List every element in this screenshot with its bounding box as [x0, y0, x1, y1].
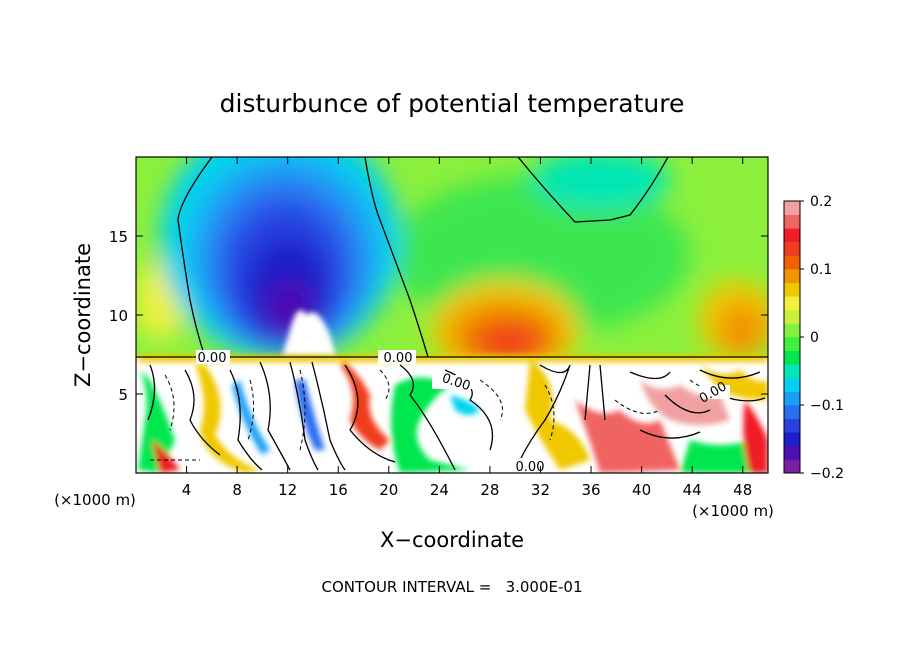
plot-field [136, 157, 768, 473]
colorbar-segment [784, 269, 800, 283]
y-tick-label: 10 [109, 307, 128, 325]
contour-label: 0.00 [198, 351, 227, 366]
colorbar-segment [784, 377, 800, 392]
contour-label: 0.00 [384, 351, 413, 366]
colorbar-segment [784, 323, 800, 338]
colorbar-tick-label: 0.2 [810, 194, 832, 210]
colorbar-segment [784, 364, 800, 379]
white-patch-upper [282, 310, 336, 357]
colorbar-segment [784, 214, 800, 229]
colorbar-segment [784, 445, 800, 460]
chart-title: disturbunce of potential temperature [220, 89, 685, 118]
x-unit-right: (×1000 m) [692, 502, 774, 520]
x-tick-label: 4 [182, 481, 192, 499]
upper-field-blobs [136, 157, 768, 380]
x-axis: 4 8 12 16 20 24 28 32 36 40 44 48 [182, 157, 752, 499]
colorbar-segment [784, 391, 800, 406]
y-axis-label: Z−coordinate [71, 243, 95, 387]
x-tick-label: 32 [531, 481, 550, 499]
colorbar-segment [784, 418, 800, 433]
dashed-contours [150, 369, 726, 461]
x-tick-label: 48 [733, 481, 752, 499]
colorbar-segment [784, 337, 800, 351]
contour-interval-footer: CONTOUR INTERVAL = 3.000E-01 [321, 578, 582, 596]
colorbar-segment [784, 241, 800, 256]
colorbar-ticks: 0.2 0.1 0 −0.1 −0.2 [800, 194, 844, 482]
y-axis: 5 10 15 [109, 228, 768, 404]
colorbar-tick-label: 0 [810, 330, 819, 346]
colorbar-tick-label: −0.2 [810, 466, 844, 482]
contour-label: 0.00 [516, 460, 545, 475]
lower-turbulence [138, 355, 768, 473]
colorbar-segment [784, 228, 800, 243]
x-axis-label: X−coordinate [380, 528, 524, 552]
colorbar-segment [784, 350, 800, 365]
x-unit-left: (×1000 m) [54, 491, 136, 509]
colorbar-segment [784, 296, 800, 311]
x-tick-label: 16 [329, 481, 348, 499]
y-tick-label: 15 [109, 228, 128, 246]
colorbar-tick-label: 0.1 [810, 262, 832, 278]
y-tick-label: 5 [118, 386, 128, 404]
x-tick-label: 28 [480, 481, 499, 499]
x-tick-label: 12 [278, 481, 297, 499]
colorbar-segment [784, 405, 800, 419]
contour-label-backgrounds [196, 350, 730, 472]
colorbar-tick-label: −0.1 [810, 398, 844, 414]
colorbar-segment [784, 201, 800, 215]
colorbar-segment [784, 255, 800, 270]
x-tick-label: 36 [581, 481, 600, 499]
colorbar-segment [784, 459, 800, 474]
x-tick-label: 44 [683, 481, 702, 499]
x-tick-label: 24 [430, 481, 449, 499]
colorbar-segment [784, 432, 800, 447]
contour-lines [136, 157, 768, 471]
colorbar-segment [784, 309, 800, 324]
x-tick-label: 20 [379, 481, 398, 499]
x-tick-label: 40 [632, 481, 651, 499]
colorbar-segment [784, 282, 800, 297]
colorbar [784, 201, 800, 474]
x-tick-label: 8 [232, 481, 242, 499]
